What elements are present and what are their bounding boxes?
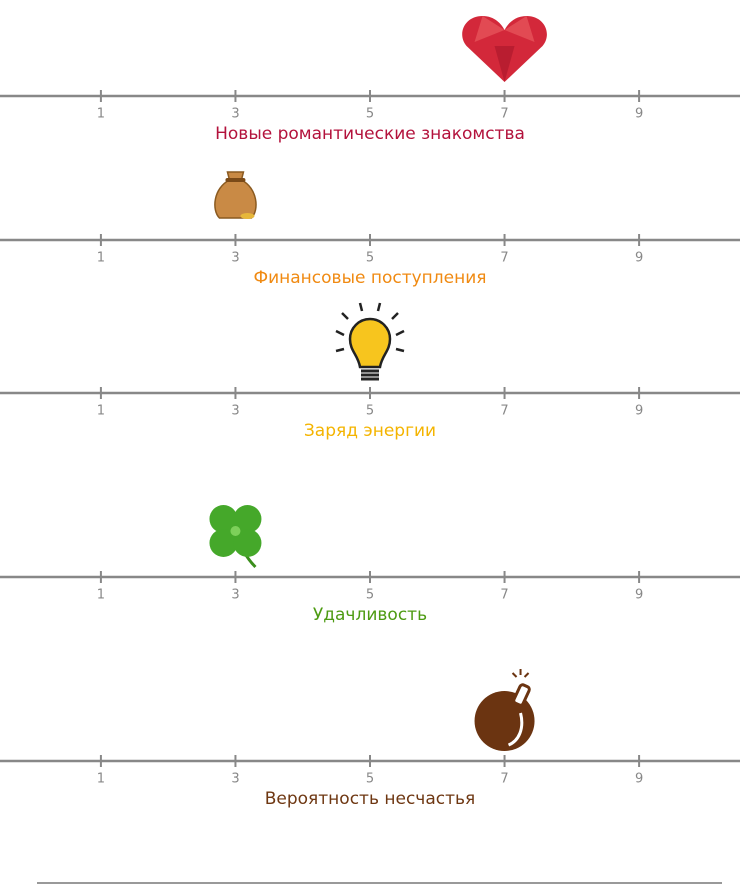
tick-label: 1 — [97, 404, 105, 419]
tick-label: 9 — [635, 251, 643, 266]
tick-label: 1 — [97, 107, 105, 122]
tick-label: 7 — [500, 404, 508, 419]
tick-label: 5 — [366, 251, 374, 266]
tick-label: 5 — [366, 404, 374, 419]
icon-clover — [209, 505, 262, 569]
icon-bomb — [474, 669, 535, 751]
tick-label: 3 — [231, 404, 239, 419]
tick-label: 3 — [231, 251, 239, 266]
tick-label: 9 — [635, 404, 643, 419]
tick-label: 7 — [500, 588, 508, 603]
tick-label: 9 — [635, 772, 643, 787]
tick-label: 5 — [366, 588, 374, 603]
tick-label: 1 — [97, 251, 105, 266]
scale-title: Финансовые поступления — [253, 268, 486, 288]
tick-label: 9 — [635, 107, 643, 122]
icon-bulb — [335, 302, 405, 381]
tick-label: 5 — [366, 772, 374, 787]
scale-title: Удачливость — [313, 605, 427, 625]
tick-label: 7 — [500, 107, 508, 122]
icon-bag — [214, 171, 257, 219]
scale-title: Вероятность несчастья — [265, 789, 476, 809]
icon-heart — [462, 16, 547, 82]
tick-label: 7 — [500, 251, 508, 266]
tick-label: 3 — [231, 588, 239, 603]
scale-title: Новые романтические знакомства — [215, 124, 525, 144]
tick-label: 7 — [500, 772, 508, 787]
tick-label: 3 — [231, 107, 239, 122]
tick-label: 1 — [97, 588, 105, 603]
tick-label: 1 — [97, 772, 105, 787]
scale-title: Заряд энергии — [304, 421, 436, 441]
tick-label: 3 — [231, 772, 239, 787]
tick-label: 9 — [635, 588, 643, 603]
tick-label: 5 — [366, 107, 374, 122]
